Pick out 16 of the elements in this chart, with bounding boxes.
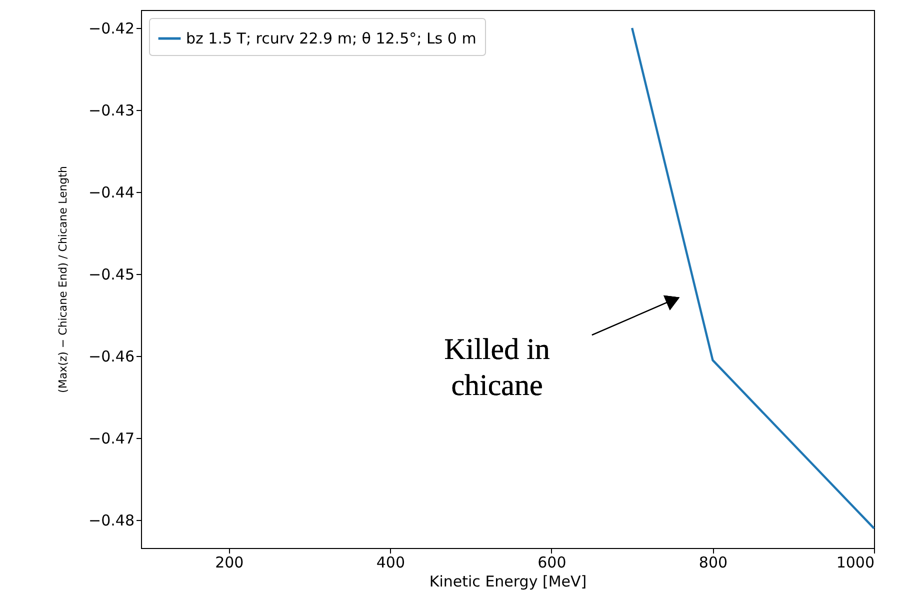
y-tick-label: −0.48 [88,512,134,530]
x-tick-label: 400 [376,554,405,572]
x-tick-label: 600 [538,554,566,572]
y-tick-label: −0.43 [88,102,134,120]
x-axis-title: Kinetic Energy [MeV] [429,572,587,590]
y-tick-label: −0.44 [88,184,134,202]
y-tick-label: −0.47 [88,430,134,448]
legend-label: bz 1.5 T; rcurv 22.9 m; θ 12.5°; Ls 0 m [186,30,476,48]
y-tick-label: −0.42 [88,20,134,38]
y-axis-title: (Max(z) − Chicane End) / Chicane Length [56,166,70,393]
x-tick-label: 200 [215,554,244,572]
y-tick-label: −0.46 [88,348,134,366]
annotation: Killed in chicane [444,333,550,402]
y-tick-label: −0.45 [88,266,134,284]
x-tick-label: 800 [698,554,728,572]
x-tick-label: 1000 [836,554,874,572]
